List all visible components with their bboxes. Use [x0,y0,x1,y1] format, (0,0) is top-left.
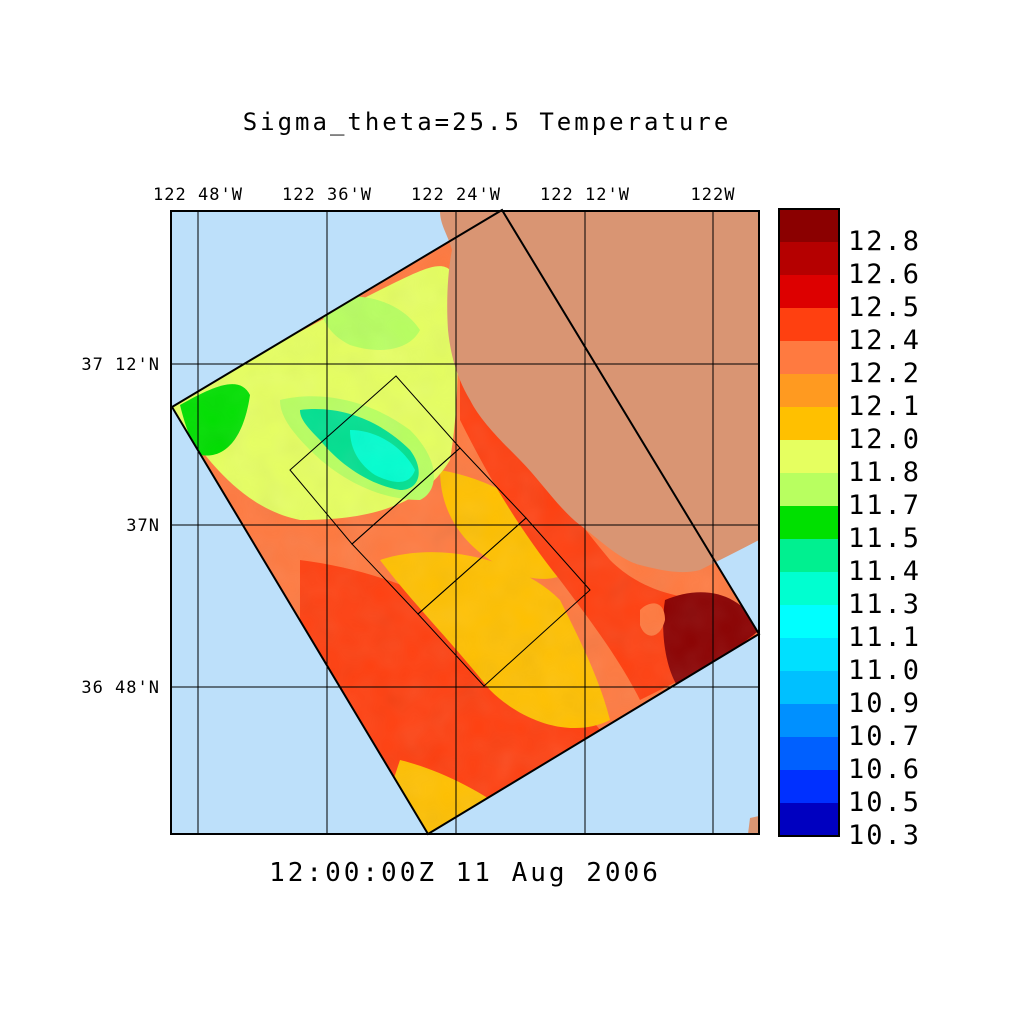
colorbar-label: 12.8 [848,226,921,257]
map-frame [170,210,760,835]
colorbar-swatch [779,308,839,342]
colorbar-label: 12.1 [848,391,921,422]
lon-label: 122 48'W [153,185,243,205]
colorbar-swatch [779,704,839,738]
lat-label: 37N [126,516,160,536]
colorbar-swatch [779,374,839,408]
lon-label: 122 24'W [411,185,501,205]
colorbar-swatch [779,275,839,309]
lat-label: 36 48'N [81,678,160,698]
graticule [171,211,759,834]
colorbar-label: 10.5 [848,787,921,818]
colorbar-swatch [779,770,839,804]
colorbar-label: 10.3 [848,820,921,851]
colorbar-label: 10.9 [848,688,921,719]
lon-label: 122W [691,185,736,205]
colorbar-swatch [779,209,839,243]
colorbar-label: 11.3 [848,589,921,620]
lon-label: 122 36'W [282,185,372,205]
colorbar-label: 10.6 [848,754,921,785]
lat-label: 37 12'N [81,355,160,375]
colorbar-swatch [779,473,839,507]
colorbar-label: 12.2 [848,358,921,389]
lon-label: 122 12'W [540,185,630,205]
colorbar-swatch [779,605,839,639]
colorbar-label: 10.7 [848,721,921,752]
subdomain-boxes [289,375,591,687]
colorbar-swatch [779,242,839,276]
latitude-labels: 37 12'N 37N 36 48'N [81,355,160,698]
colorbar-frame [778,208,840,837]
colorbar: 12.812.612.512.412.212.112.011.811.711.5… [778,208,921,851]
longitude-labels: 122 48'W 122 36'W 122 24'W 122 12'W 122W [153,185,736,205]
colorbar-swatch [779,671,839,705]
time-stamp: 12:00:00Z 11 Aug 2006 [269,858,661,888]
colorbar-swatch [779,572,839,606]
colorbar-swatch [779,539,839,573]
colorbar-label: 11.0 [848,655,921,686]
colorbar-swatch [779,506,839,540]
colorbar-label: 11.8 [848,457,921,488]
colorbar-swatch [779,803,839,837]
colorbar-label: 12.4 [848,325,921,356]
colorbar-swatch [779,440,839,474]
colorbar-label: 11.5 [848,523,921,554]
colorbar-swatch [779,638,839,672]
colorbar-label: 11.7 [848,490,921,521]
colorbar-swatch [779,341,839,375]
land-mass [440,211,759,573]
land-fragment [748,816,759,834]
colorbar-label: 11.4 [848,556,921,587]
colorbar-label: 12.6 [848,259,921,290]
colorbar-label: 12.0 [848,424,921,455]
colorbar-label: 11.1 [848,622,921,653]
colorbar-label: 12.5 [848,292,921,323]
colorbar-swatch [779,737,839,771]
colorbar-swatch [779,407,839,441]
map-title: Sigma_theta=25.5 Temperature [242,108,732,136]
